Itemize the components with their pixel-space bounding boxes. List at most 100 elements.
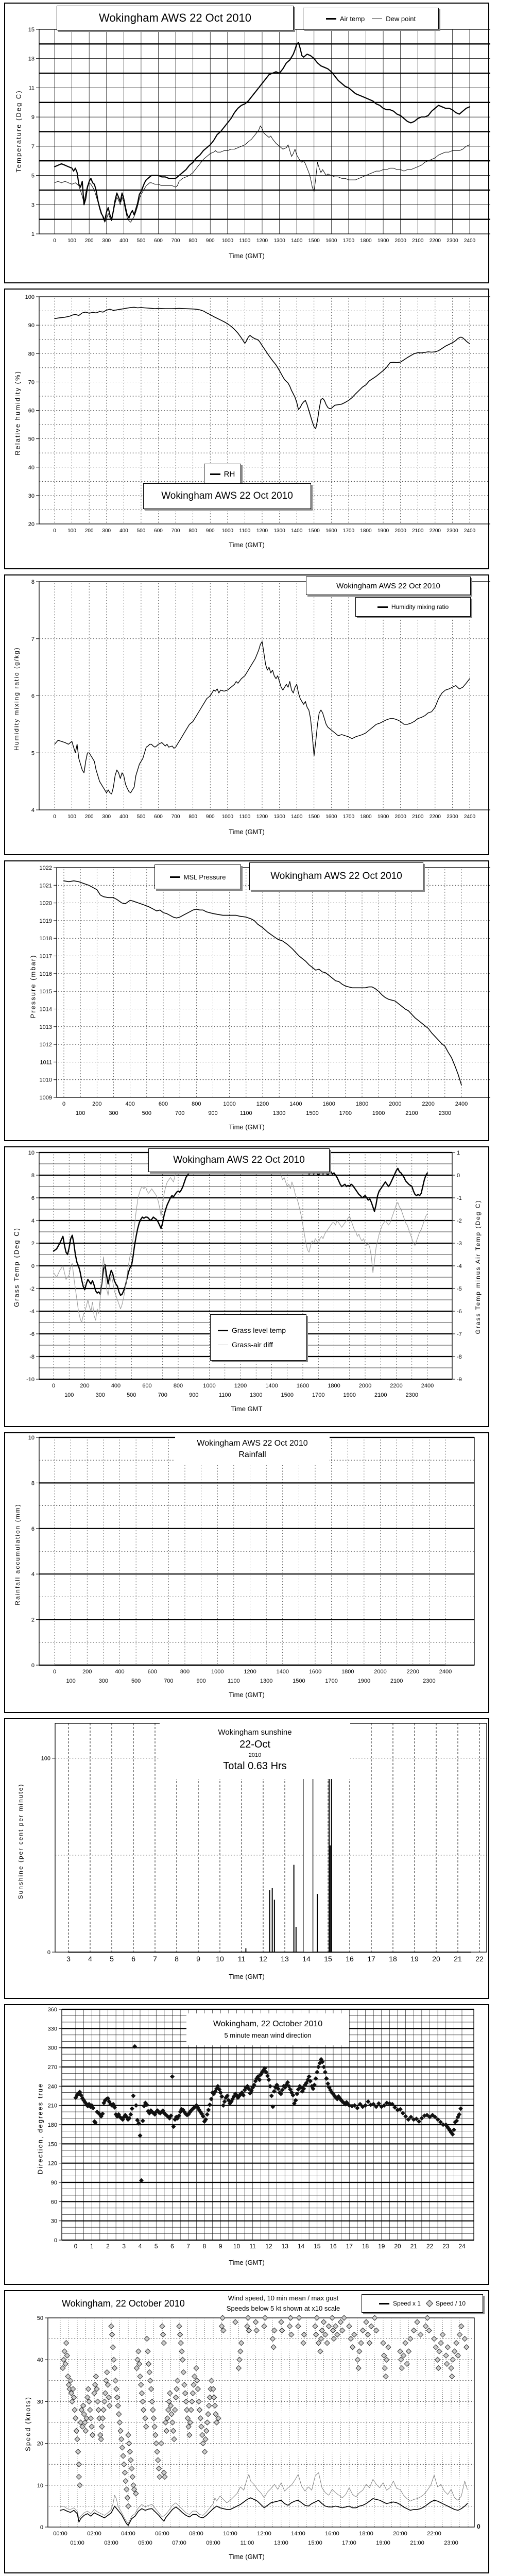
x-axis-title: Time (GMT): [229, 2259, 265, 2266]
y2-axis-title: Grass Temp minus Air Temp (Deg C): [474, 1199, 482, 1334]
svg-text:1000: 1000: [203, 1383, 215, 1389]
x-axis-title: Time (GMT): [229, 2553, 265, 2561]
svg-text:4: 4: [31, 1218, 35, 1224]
chart-title: Wokingham AWS 22 Oct 2010: [336, 581, 440, 590]
svg-text:16:00: 16:00: [325, 2531, 339, 2537]
svg-text:1400: 1400: [265, 1383, 278, 1389]
svg-text:23: 23: [442, 2243, 450, 2250]
svg-text:15: 15: [314, 2243, 321, 2250]
svg-text:2000: 2000: [359, 1383, 371, 1389]
svg-text:1600: 1600: [309, 1669, 321, 1675]
svg-text:1200: 1200: [234, 1383, 247, 1389]
svg-text:800: 800: [188, 814, 197, 820]
svg-text:1000: 1000: [222, 528, 234, 534]
chart-subtitle-total: Total 0.63 Hrs: [223, 1760, 287, 1772]
chart-title: Wokingham, 22 October 2010: [213, 2020, 323, 2028]
svg-text:10: 10: [28, 1150, 35, 1156]
svg-text:22: 22: [475, 1955, 484, 1963]
svg-text:1700: 1700: [325, 1678, 337, 1684]
svg-text:1500: 1500: [281, 1392, 294, 1398]
x-axis-title: Time (GMT): [229, 252, 265, 260]
panel-rainfall: 0 2 4 6 8 10 0 100 200 300 400 500 600 700 800 900 1000 1…: [4, 1432, 489, 1713]
svg-text:07:00: 07:00: [172, 2540, 186, 2546]
svg-text:23:00: 23:00: [444, 2540, 458, 2546]
svg-text:19:00: 19:00: [376, 2540, 390, 2546]
svg-text:800: 800: [188, 528, 197, 534]
svg-text:30: 30: [28, 493, 35, 499]
svg-text:900: 900: [206, 238, 215, 244]
svg-text:0: 0: [52, 1383, 55, 1389]
svg-text:1300: 1300: [273, 238, 285, 244]
svg-text:1000: 1000: [211, 1669, 224, 1675]
legend-item-dew-point: Dew point: [372, 15, 416, 23]
svg-text:11:00: 11:00: [241, 2540, 254, 2546]
svg-text:1100: 1100: [239, 814, 251, 820]
air-temp-line-swatch: [325, 18, 336, 20]
svg-text:1200: 1200: [256, 238, 268, 244]
chart-title: Wokingham AWS 22 Oct 2010: [99, 11, 251, 24]
svg-text:400: 400: [115, 1669, 124, 1675]
svg-text:2400: 2400: [464, 238, 476, 244]
svg-text:20: 20: [432, 1955, 440, 1963]
svg-text:90: 90: [51, 2180, 57, 2186]
svg-text:1100: 1100: [219, 1392, 231, 1398]
svg-text:5: 5: [110, 1955, 114, 1963]
pressure-line-swatch: [169, 876, 180, 878]
svg-text:17: 17: [346, 2243, 353, 2250]
svg-text:3: 3: [66, 1955, 71, 1963]
svg-text:21: 21: [454, 1955, 462, 1963]
svg-text:2400: 2400: [455, 1101, 468, 1107]
svg-text:19: 19: [410, 1955, 419, 1963]
svg-text:1200: 1200: [256, 1101, 269, 1107]
svg-text:-1: -1: [457, 1195, 462, 1201]
svg-text:13: 13: [28, 56, 35, 62]
svg-text:300: 300: [102, 814, 111, 820]
svg-text:1019: 1019: [40, 918, 52, 924]
svg-text:6: 6: [131, 1955, 135, 1963]
speed-x1-line-swatch: [379, 2302, 389, 2304]
svg-text:1700: 1700: [343, 238, 355, 244]
svg-text:1: 1: [31, 231, 35, 238]
svg-text:1800: 1800: [328, 1383, 340, 1389]
legend-box: RH: [204, 464, 241, 484]
svg-text:0: 0: [40, 2524, 43, 2531]
svg-text:13:00: 13:00: [274, 2540, 288, 2546]
panel-sunshine: 0 100 3 4 5 6 7 8 9 10 11 12 13 14 15 16 17 18 19 20 21 22 Wo…: [4, 1718, 489, 1999]
x-axis-title: Time (GMT): [229, 541, 265, 549]
svg-text:17:00: 17:00: [342, 2540, 356, 2546]
svg-text:200: 200: [85, 814, 94, 820]
svg-text:360: 360: [48, 2007, 57, 2013]
svg-text:2100: 2100: [390, 1678, 403, 1684]
svg-text:30: 30: [37, 2399, 43, 2405]
svg-text:1900: 1900: [377, 238, 389, 244]
svg-text:8: 8: [31, 579, 35, 585]
svg-text:1300: 1300: [273, 528, 285, 534]
svg-text:10:00: 10:00: [223, 2531, 237, 2537]
chart-subtitle: Rainfall: [238, 1450, 266, 1459]
svg-text:2200: 2200: [430, 238, 441, 244]
svg-text:0: 0: [74, 2243, 78, 2250]
svg-text:1800: 1800: [360, 814, 372, 820]
svg-text:14: 14: [298, 2243, 305, 2250]
svg-text:180: 180: [48, 2122, 57, 2128]
svg-text:100: 100: [67, 238, 76, 244]
svg-text:21:00: 21:00: [410, 2540, 424, 2546]
svg-text:10: 10: [233, 2243, 241, 2250]
svg-text:16: 16: [346, 1955, 354, 1963]
svg-text:300: 300: [109, 1110, 118, 1116]
svg-text:09:00: 09:00: [206, 2540, 220, 2546]
svg-text:400: 400: [119, 814, 128, 820]
hmr-line-swatch: [377, 606, 388, 608]
chart-title-box: Wokingham AWS 22 Oct 2010: [249, 862, 423, 890]
svg-text:6: 6: [31, 1195, 35, 1201]
svg-text:2200: 2200: [430, 528, 441, 534]
svg-text:1400: 1400: [291, 238, 303, 244]
svg-text:4: 4: [31, 807, 35, 814]
svg-text:1500: 1500: [308, 238, 320, 244]
svg-text:100: 100: [25, 294, 35, 300]
panel-wind-speed: 0 10 20 30 40 50 00:00 01:00 02:00 03:00 04:00 05:0…: [4, 2290, 489, 2573]
svg-text:17: 17: [367, 1955, 375, 1963]
panel-relative-humidity: 20 30 40 50 60 70 80 90 100 0 100 200 300 400 500 600 70…: [4, 289, 490, 569]
svg-text:700: 700: [158, 1392, 167, 1398]
svg-text:1800: 1800: [341, 1669, 354, 1675]
